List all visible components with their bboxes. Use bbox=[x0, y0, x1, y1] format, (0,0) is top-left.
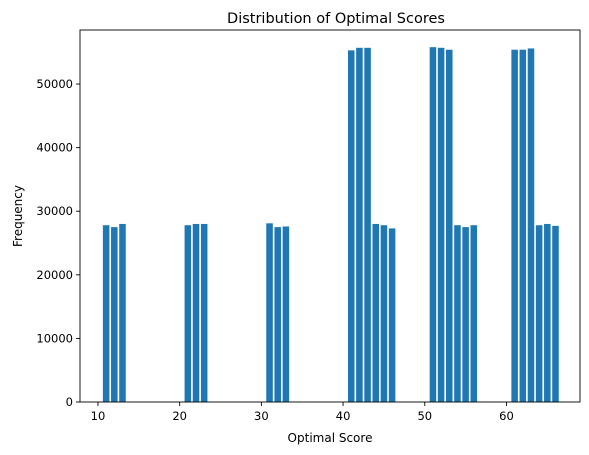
bar-54 bbox=[454, 225, 461, 402]
bar-56 bbox=[470, 225, 478, 402]
plot-frame bbox=[79, 29, 581, 403]
bar-43 bbox=[364, 47, 371, 403]
x-tick-label: 40 bbox=[336, 409, 351, 423]
bar-46 bbox=[388, 228, 396, 402]
bar-21 bbox=[184, 225, 192, 402]
x-axis-label: Optimal Score bbox=[288, 431, 373, 445]
bar-33 bbox=[282, 226, 290, 402]
bar-64 bbox=[535, 225, 543, 402]
bar-41 bbox=[347, 50, 355, 402]
bar-23 bbox=[200, 223, 208, 402]
y-tick-label: 20000 bbox=[36, 268, 73, 282]
y-tick-label: 30000 bbox=[36, 204, 73, 218]
y-tick-label: 10000 bbox=[36, 331, 73, 345]
bar-42 bbox=[356, 47, 363, 403]
x-tick-label: 10 bbox=[91, 409, 106, 423]
bar-22 bbox=[192, 223, 200, 402]
bar-45 bbox=[380, 225, 388, 402]
bar-51 bbox=[429, 47, 437, 403]
bar-65 bbox=[544, 223, 551, 402]
x-tick-label: 50 bbox=[417, 409, 432, 423]
bar-32 bbox=[274, 227, 281, 402]
bar-52 bbox=[437, 47, 445, 403]
bar-61 bbox=[511, 49, 518, 402]
bar-53 bbox=[446, 49, 453, 402]
bar-31 bbox=[266, 223, 273, 402]
chart-title: Distribution of Optimal Scores bbox=[227, 11, 445, 27]
x-tick-label: 30 bbox=[254, 409, 269, 423]
y-tick-label: 40000 bbox=[36, 141, 73, 155]
x-tick-label: 20 bbox=[172, 409, 187, 423]
y-axis-label: Frequency bbox=[11, 185, 25, 247]
bar-44 bbox=[372, 223, 380, 402]
bar-63 bbox=[527, 48, 535, 402]
bar-55 bbox=[462, 227, 469, 402]
x-tick-label: 60 bbox=[499, 409, 514, 423]
bar-11 bbox=[102, 225, 110, 402]
x-axis-ticks: 10 20 30 40 50 60 bbox=[91, 402, 514, 423]
y-axis-ticks: 0 10000 20000 30000 40000 50000 bbox=[36, 77, 80, 409]
bars-group bbox=[102, 47, 559, 403]
bar-12 bbox=[111, 227, 118, 402]
y-tick-label: 50000 bbox=[36, 77, 73, 91]
bar-62 bbox=[519, 49, 527, 402]
bar-13 bbox=[119, 223, 126, 402]
y-tick-label: 0 bbox=[66, 395, 73, 409]
bar-66 bbox=[552, 225, 559, 402]
